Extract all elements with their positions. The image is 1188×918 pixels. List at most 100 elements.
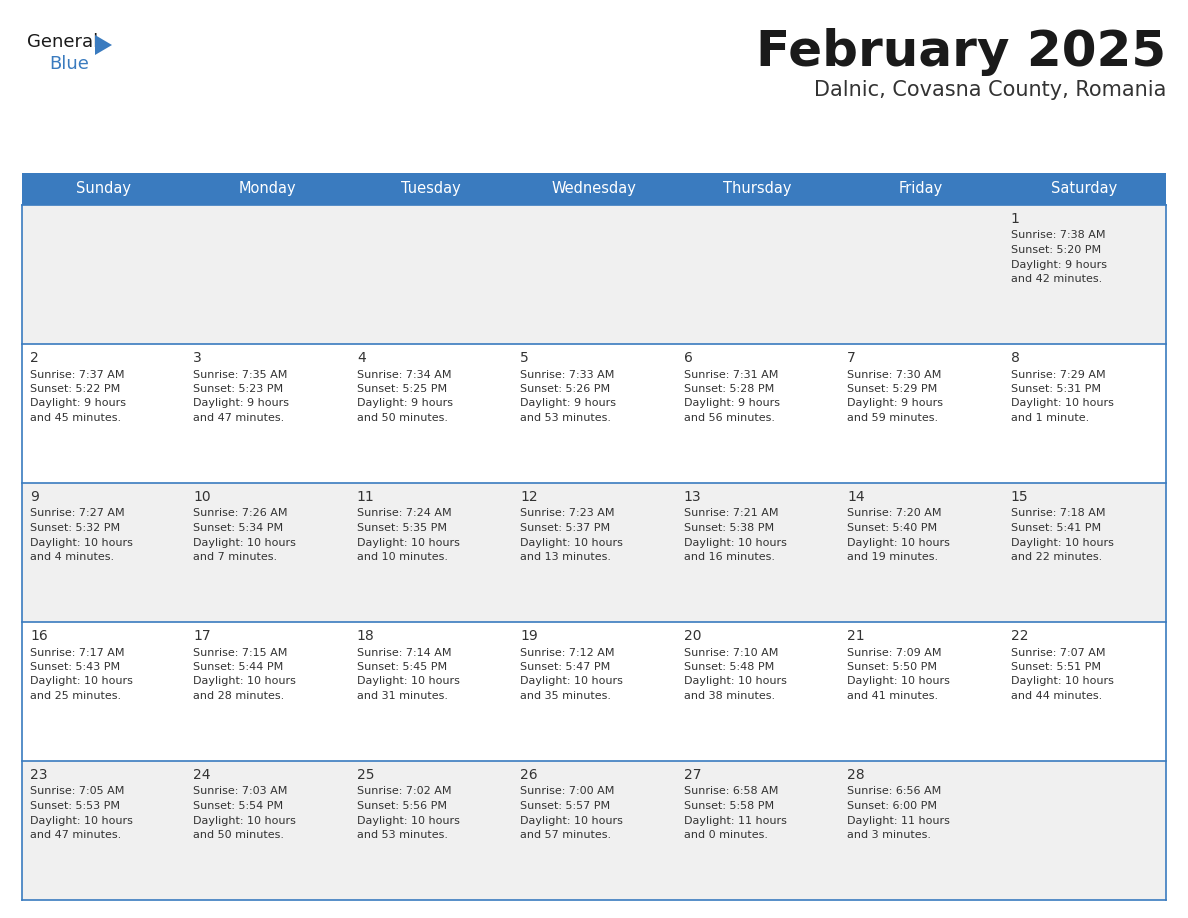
Bar (23, 173, 1165, 205)
Text: Sunset: 5:35 PM: Sunset: 5:35 PM (356, 523, 447, 533)
Text: Daylight: 10 hours: Daylight: 10 hours (194, 677, 296, 687)
Text: Daylight: 9 hours: Daylight: 9 hours (194, 398, 290, 409)
Text: and 35 minutes.: and 35 minutes. (520, 691, 612, 701)
Text: Daylight: 10 hours: Daylight: 10 hours (30, 538, 133, 547)
Text: 27: 27 (684, 768, 701, 782)
Text: Daylight: 10 hours: Daylight: 10 hours (356, 538, 460, 547)
Text: and 13 minutes.: and 13 minutes. (520, 552, 612, 562)
Text: Daylight: 10 hours: Daylight: 10 hours (520, 677, 624, 687)
Text: 17: 17 (194, 629, 211, 643)
Text: Sunset: 5:26 PM: Sunset: 5:26 PM (520, 384, 611, 394)
Text: Sunrise: 7:27 AM: Sunrise: 7:27 AM (30, 509, 125, 519)
Text: Daylight: 10 hours: Daylight: 10 hours (847, 677, 950, 687)
Text: Daylight: 10 hours: Daylight: 10 hours (356, 677, 460, 687)
Text: Sunrise: 7:03 AM: Sunrise: 7:03 AM (194, 787, 287, 797)
Text: 24: 24 (194, 768, 211, 782)
Text: Sunrise: 7:31 AM: Sunrise: 7:31 AM (684, 370, 778, 379)
Text: Friday: Friday (899, 182, 943, 196)
Text: Sunrise: 7:02 AM: Sunrise: 7:02 AM (356, 787, 451, 797)
Text: Daylight: 10 hours: Daylight: 10 hours (520, 815, 624, 825)
Text: Saturday: Saturday (1051, 182, 1118, 196)
Bar (23, 483, 1165, 622)
Text: 26: 26 (520, 768, 538, 782)
Text: Daylight: 10 hours: Daylight: 10 hours (1011, 398, 1113, 409)
Text: and 16 minutes.: and 16 minutes. (684, 552, 775, 562)
Text: and 3 minutes.: and 3 minutes. (847, 830, 931, 840)
Text: and 0 minutes.: and 0 minutes. (684, 830, 767, 840)
Text: Daylight: 10 hours: Daylight: 10 hours (684, 538, 786, 547)
Text: Daylight: 11 hours: Daylight: 11 hours (847, 815, 950, 825)
Text: and 50 minutes.: and 50 minutes. (194, 830, 284, 840)
Text: Sunrise: 7:15 AM: Sunrise: 7:15 AM (194, 647, 287, 657)
Text: Daylight: 9 hours: Daylight: 9 hours (684, 398, 779, 409)
Text: and 7 minutes.: and 7 minutes. (194, 552, 278, 562)
Text: Sunset: 5:41 PM: Sunset: 5:41 PM (1011, 523, 1101, 533)
Text: Sunset: 5:23 PM: Sunset: 5:23 PM (194, 384, 284, 394)
Text: 9: 9 (30, 490, 39, 504)
Text: 13: 13 (684, 490, 701, 504)
Text: 25: 25 (356, 768, 374, 782)
Text: Sunrise: 7:10 AM: Sunrise: 7:10 AM (684, 647, 778, 657)
Text: Sunday: Sunday (76, 182, 131, 196)
Text: Sunrise: 7:09 AM: Sunrise: 7:09 AM (847, 647, 942, 657)
Text: Sunrise: 7:00 AM: Sunrise: 7:00 AM (520, 787, 614, 797)
Text: Daylight: 10 hours: Daylight: 10 hours (1011, 677, 1113, 687)
Text: Sunset: 5:38 PM: Sunset: 5:38 PM (684, 523, 773, 533)
Text: Blue: Blue (49, 55, 89, 73)
Text: Sunrise: 7:37 AM: Sunrise: 7:37 AM (30, 370, 125, 379)
Text: 3: 3 (194, 351, 202, 365)
Text: Daylight: 9 hours: Daylight: 9 hours (1011, 260, 1106, 270)
Text: Daylight: 10 hours: Daylight: 10 hours (194, 538, 296, 547)
Text: Sunset: 5:45 PM: Sunset: 5:45 PM (356, 662, 447, 672)
Text: Sunrise: 7:33 AM: Sunrise: 7:33 AM (520, 370, 614, 379)
Text: Wednesday: Wednesday (551, 182, 637, 196)
Text: Daylight: 10 hours: Daylight: 10 hours (1011, 538, 1113, 547)
Text: Sunset: 5:56 PM: Sunset: 5:56 PM (356, 801, 447, 811)
Text: Daylight: 10 hours: Daylight: 10 hours (847, 538, 950, 547)
Text: Sunrise: 7:18 AM: Sunrise: 7:18 AM (1011, 509, 1105, 519)
Text: Sunrise: 7:12 AM: Sunrise: 7:12 AM (520, 647, 614, 657)
Text: Sunset: 5:34 PM: Sunset: 5:34 PM (194, 523, 284, 533)
Text: Sunrise: 7:34 AM: Sunrise: 7:34 AM (356, 370, 451, 379)
Text: and 59 minutes.: and 59 minutes. (847, 413, 939, 423)
Text: Sunrise: 7:38 AM: Sunrise: 7:38 AM (1011, 230, 1105, 241)
Text: Sunrise: 7:35 AM: Sunrise: 7:35 AM (194, 370, 287, 379)
Text: Daylight: 10 hours: Daylight: 10 hours (30, 815, 133, 825)
Text: 6: 6 (684, 351, 693, 365)
Text: General: General (27, 33, 99, 51)
Text: and 25 minutes.: and 25 minutes. (30, 691, 121, 701)
Text: Sunset: 5:25 PM: Sunset: 5:25 PM (356, 384, 447, 394)
Text: and 22 minutes.: and 22 minutes. (1011, 552, 1101, 562)
Text: Daylight: 10 hours: Daylight: 10 hours (684, 677, 786, 687)
Text: Sunrise: 7:20 AM: Sunrise: 7:20 AM (847, 509, 942, 519)
Text: Sunrise: 7:24 AM: Sunrise: 7:24 AM (356, 509, 451, 519)
Text: and 50 minutes.: and 50 minutes. (356, 413, 448, 423)
Text: Sunset: 5:29 PM: Sunset: 5:29 PM (847, 384, 937, 394)
Text: 12: 12 (520, 490, 538, 504)
Text: Sunrise: 7:23 AM: Sunrise: 7:23 AM (520, 509, 614, 519)
Text: Sunrise: 7:29 AM: Sunrise: 7:29 AM (1011, 370, 1105, 379)
Text: Sunrise: 7:17 AM: Sunrise: 7:17 AM (30, 647, 125, 657)
Text: 23: 23 (30, 768, 48, 782)
Text: Sunset: 5:22 PM: Sunset: 5:22 PM (30, 384, 120, 394)
Text: and 44 minutes.: and 44 minutes. (1011, 691, 1101, 701)
Text: Monday: Monday (239, 182, 296, 196)
Text: 1: 1 (1011, 212, 1019, 226)
Text: Sunrise: 7:14 AM: Sunrise: 7:14 AM (356, 647, 451, 657)
Text: Sunset: 5:53 PM: Sunset: 5:53 PM (30, 801, 120, 811)
Text: 10: 10 (194, 490, 211, 504)
Text: Sunset: 5:43 PM: Sunset: 5:43 PM (30, 662, 120, 672)
Text: Sunset: 5:48 PM: Sunset: 5:48 PM (684, 662, 773, 672)
Text: Daylight: 9 hours: Daylight: 9 hours (847, 398, 943, 409)
Text: and 28 minutes.: and 28 minutes. (194, 691, 285, 701)
Text: Sunset: 5:50 PM: Sunset: 5:50 PM (847, 662, 937, 672)
Text: Daylight: 10 hours: Daylight: 10 hours (356, 815, 460, 825)
Text: Sunset: 5:37 PM: Sunset: 5:37 PM (520, 523, 611, 533)
Text: Sunrise: 7:30 AM: Sunrise: 7:30 AM (847, 370, 942, 379)
Text: Sunset: 5:20 PM: Sunset: 5:20 PM (1011, 245, 1101, 255)
Text: 15: 15 (1011, 490, 1028, 504)
Text: and 1 minute.: and 1 minute. (1011, 413, 1089, 423)
Text: and 45 minutes.: and 45 minutes. (30, 413, 121, 423)
Text: Daylight: 10 hours: Daylight: 10 hours (520, 538, 624, 547)
Text: Sunrise: 7:21 AM: Sunrise: 7:21 AM (684, 509, 778, 519)
